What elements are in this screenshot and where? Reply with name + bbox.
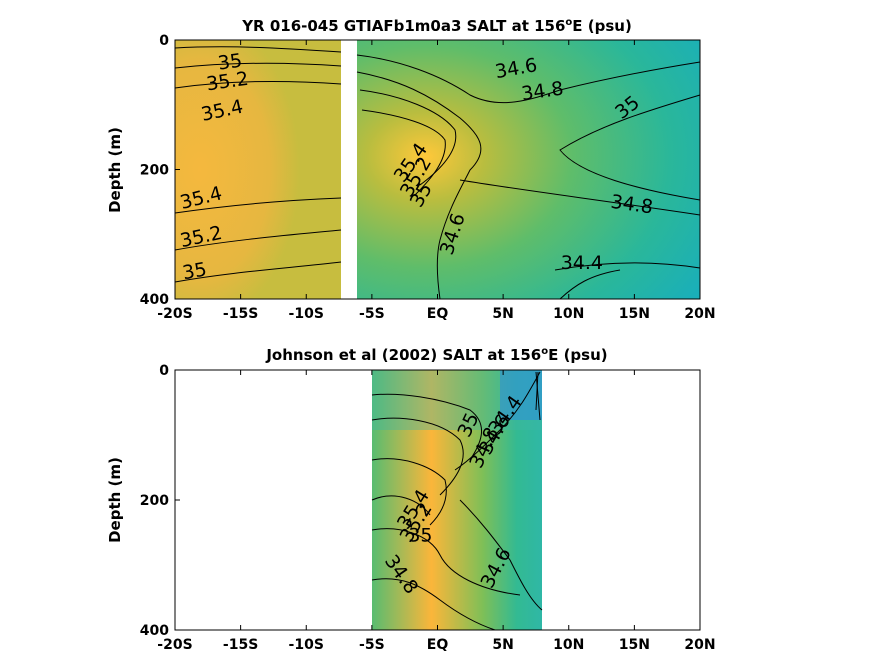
y-tick-label: 0 <box>159 33 169 49</box>
y-tick-label: 200 <box>140 493 169 509</box>
x-tick-label: EQ <box>427 637 449 653</box>
panel-observed: Johnson et al (2002) SALT at 156oE (psu)… <box>106 346 716 653</box>
x-tick-label: -15S <box>223 306 258 322</box>
panel-observed-ylabel: Depth (m) <box>106 457 124 543</box>
contour-label: 35 <box>181 258 209 284</box>
contour-label: 35 <box>217 50 244 75</box>
contour-label: 35 <box>408 524 432 546</box>
y-tick-label: 400 <box>140 292 169 308</box>
x-tick-label: 15N <box>619 306 650 322</box>
x-tick-label: -20S <box>157 306 192 322</box>
panel-observed-ticks: -20S -15S -10S -5S EQ 5N 10N 15N 20N 0 200 400 <box>140 363 716 653</box>
panel-model-ylabel: Depth (m) <box>106 127 124 213</box>
y-tick-label: 200 <box>140 163 169 179</box>
x-tick-label: -20S <box>157 637 192 653</box>
y-tick-label: 0 <box>159 363 169 379</box>
y-tick-label: 400 <box>140 623 169 639</box>
panel-model: YR 016-045 GTIAFb1m0a3 SALT at 156oE (ps… <box>106 17 716 322</box>
panel-model-field-north <box>357 40 700 299</box>
panel-observed-title: Johnson et al (2002) SALT at 156oE (psu) <box>265 346 607 364</box>
x-tick-label: 20N <box>684 637 715 653</box>
x-tick-label: -15S <box>223 637 258 653</box>
x-tick-label: -10S <box>289 637 324 653</box>
x-tick-label: 10N <box>553 306 584 322</box>
x-tick-label: EQ <box>427 306 449 322</box>
x-tick-label: 15N <box>619 637 650 653</box>
x-tick-label: -5S <box>359 637 385 653</box>
x-tick-label: -10S <box>289 306 324 322</box>
panel-model-contour-lines <box>174 46 701 300</box>
x-tick-label: 5N <box>492 637 513 653</box>
x-tick-label: 5N <box>492 306 513 322</box>
panel-model-field-south <box>175 40 341 299</box>
x-tick-label: 20N <box>684 306 715 322</box>
panel-observed-field-corner <box>500 370 542 420</box>
panel-model-title: YR 016-045 GTIAFb1m0a3 SALT at 156oE (ps… <box>241 17 632 35</box>
x-tick-label: 10N <box>553 637 584 653</box>
contour-label: 34.4 <box>561 252 603 274</box>
x-tick-label: -5S <box>359 306 385 322</box>
panel-model-ticks: -20S -15S -10S -5S EQ 5N 10N 15N 20N 0 200 400 <box>140 33 716 322</box>
panel-observed-contour-lines <box>371 371 543 631</box>
